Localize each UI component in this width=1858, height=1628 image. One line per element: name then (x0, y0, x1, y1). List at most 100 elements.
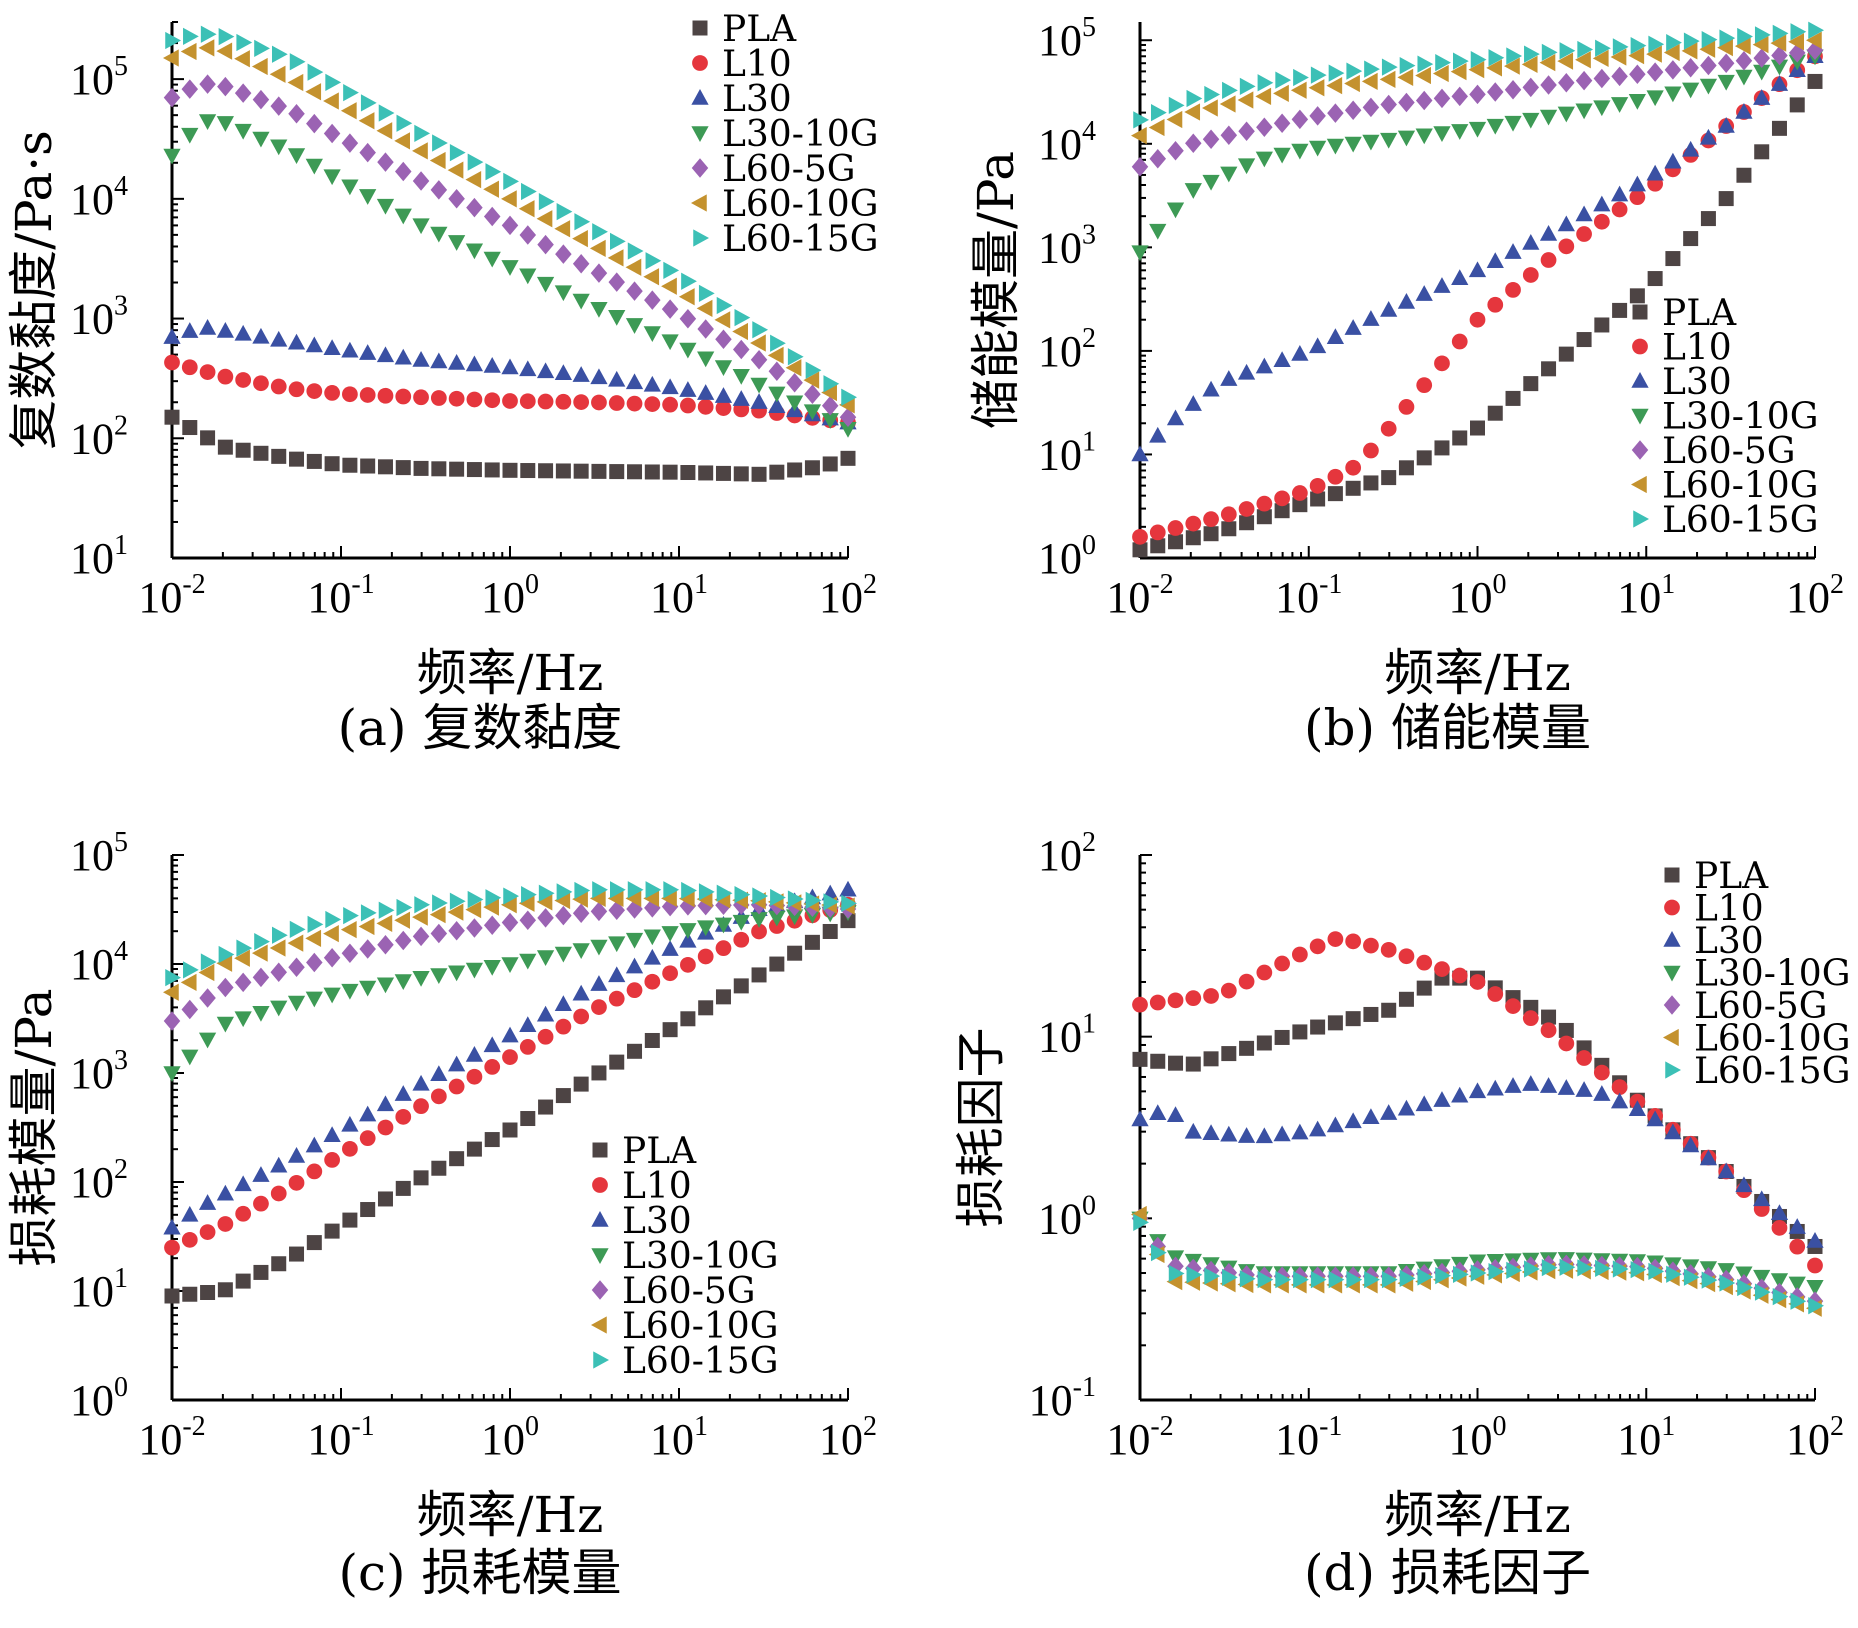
data-point (1380, 1104, 1398, 1120)
data-point (681, 881, 697, 900)
data-point (697, 920, 715, 937)
data-point (787, 462, 803, 478)
data-point (1309, 938, 1326, 955)
series-L60-5G (1131, 40, 1824, 177)
data-point (182, 420, 198, 436)
data-point (181, 1231, 198, 1248)
data-point (1238, 121, 1255, 141)
data-point (1664, 1123, 1682, 1140)
data-point (714, 917, 733, 934)
data-point (483, 915, 501, 936)
data-point (288, 1174, 305, 1191)
data-point (1274, 1029, 1290, 1045)
data-point (1291, 946, 1308, 963)
data-point (199, 988, 216, 1008)
data-point (609, 1054, 625, 1070)
data-point (1468, 121, 1487, 138)
data-point (1558, 1035, 1575, 1052)
data-point (1149, 223, 1167, 240)
data-point (1275, 1270, 1292, 1289)
x-axis-label: 频率/Hz (1384, 1486, 1571, 1544)
data-point (1184, 1122, 1202, 1139)
data-point (1557, 1079, 1575, 1095)
data-point (520, 1111, 536, 1127)
data-point (1345, 933, 1362, 950)
data-point (1415, 90, 1433, 111)
data-point (1273, 84, 1289, 102)
data-point (234, 324, 252, 341)
legend-marker (593, 1351, 609, 1369)
data-point (1417, 55, 1434, 73)
data-point (1398, 991, 1414, 1007)
data-point (536, 950, 555, 966)
data-point (1753, 1190, 1771, 1207)
legend-label: L10 (722, 44, 792, 85)
data-point (1397, 68, 1414, 87)
data-point (217, 439, 233, 455)
data-point (180, 973, 197, 992)
chart-panel-2: 10-2 10-1 100 101 102100101102103104105频率/Hz… (967, 12, 1844, 757)
data-point (1327, 486, 1343, 502)
data-point (1131, 245, 1149, 262)
data-point (501, 358, 519, 375)
data-point (1595, 39, 1611, 57)
y-tick-label-base: 10 (70, 1158, 114, 1207)
data-point (341, 983, 359, 1000)
data-point (1559, 42, 1576, 60)
y-tick-label: 101 (70, 1263, 128, 1316)
data-point (377, 935, 394, 955)
data-point (1399, 1269, 1416, 1287)
data-point (198, 1032, 217, 1049)
data-point (822, 923, 838, 939)
data-point (1558, 1022, 1574, 1038)
data-point (340, 102, 357, 120)
x-tick-label: 101 (650, 1411, 708, 1464)
x-tick-label: 10-1 (1275, 569, 1342, 622)
data-point (1256, 117, 1273, 137)
data-point (1310, 66, 1327, 84)
x-tick-label-exponent: 0 (525, 1411, 539, 1442)
data-point (1700, 211, 1716, 227)
data-point (625, 373, 644, 390)
data-point (1185, 1056, 1201, 1072)
legend-label: PLA (1694, 856, 1769, 897)
data-point (199, 74, 216, 94)
data-point (1204, 1267, 1221, 1285)
x-tick-label: 101 (1617, 569, 1675, 622)
x-tick-label-exponent: 1 (694, 1411, 708, 1442)
data-point (678, 890, 695, 908)
data-point (1771, 1219, 1788, 1236)
data-point (572, 943, 590, 959)
x-tick-label-exponent: -1 (1319, 569, 1342, 600)
data-point (537, 234, 554, 255)
data-point (1611, 1079, 1628, 1096)
data-point (1345, 480, 1361, 496)
data-point (376, 1095, 395, 1112)
data-point (1770, 59, 1789, 76)
data-point (1309, 106, 1326, 126)
data-point (1452, 52, 1469, 70)
data-point (768, 386, 786, 403)
data-point (1363, 937, 1379, 954)
data-point (607, 889, 624, 908)
data-point (252, 1006, 270, 1022)
data-point (235, 1205, 252, 1222)
data-point (1577, 40, 1594, 59)
data-point (1628, 1100, 1646, 1116)
data-point (1612, 38, 1629, 56)
data-point (591, 999, 607, 1015)
y-tick-label-exponent: 5 (114, 827, 128, 858)
y-tick-label: 100 (1038, 530, 1096, 583)
data-point (253, 375, 269, 392)
data-point (306, 1235, 322, 1251)
data-point (1540, 252, 1557, 268)
data-point (270, 1185, 287, 1202)
data-point (1328, 64, 1345, 82)
data-point (536, 1005, 555, 1022)
data-point (236, 939, 253, 957)
legend-marker (1663, 1028, 1679, 1047)
data-point (663, 881, 680, 899)
y-tick-label-exponent: 1 (1082, 426, 1096, 457)
data-point (1541, 43, 1558, 61)
data-point (1736, 167, 1752, 183)
